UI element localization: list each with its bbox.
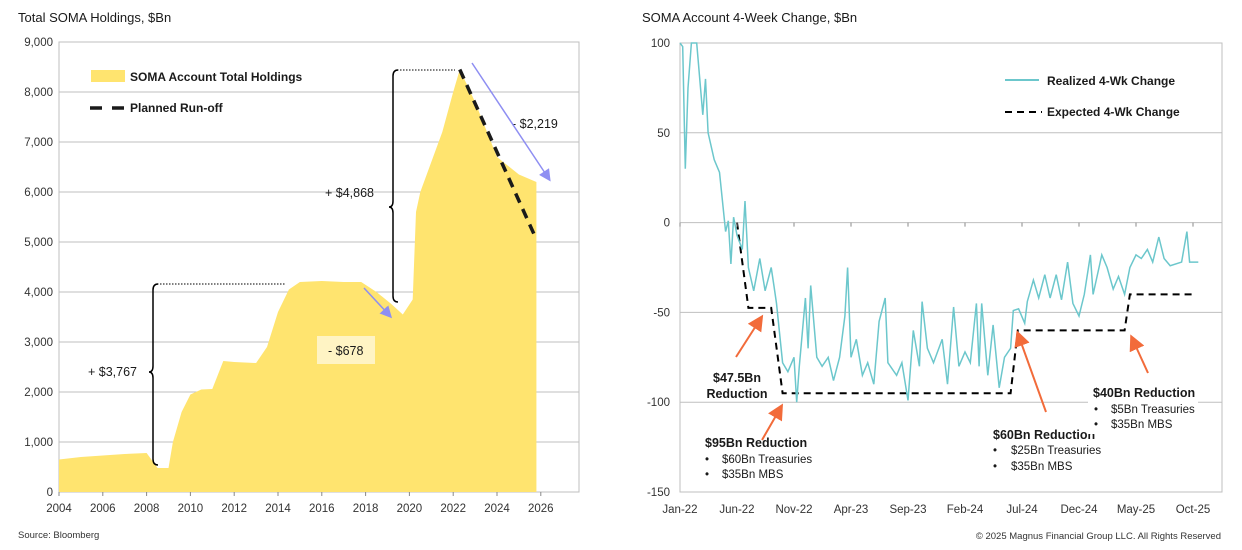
legend-label-runoff: Planned Run-off — [130, 101, 224, 115]
y-tick-label: -50 — [653, 307, 670, 319]
legend-label-expected: Expected 4-Wk Change — [1047, 105, 1180, 119]
y-tick-label: 50 — [657, 128, 670, 140]
annotation-bullet: $60Bn Treasuries — [722, 454, 812, 466]
y-tick-label: 7,000 — [24, 137, 53, 149]
y-tick-label: 1,000 — [24, 437, 53, 449]
y-tick-label: -100 — [647, 397, 670, 409]
annotation-title: $40Bn Reduction — [1093, 386, 1195, 400]
holdings-chart: Total SOMA Holdings, $Bn 0 1,000 2,000 3,00… — [18, 10, 580, 541]
copyright-note: © 2025 Magnus Financial Group LLC. All R… — [976, 531, 1221, 542]
x-tick-label: 2022 — [440, 503, 466, 515]
source-note: Source: Bloomberg — [18, 530, 99, 541]
annotation-678: - $678 — [317, 287, 393, 364]
bracket — [148, 283, 159, 466]
x-tick-label: Apr-23 — [834, 504, 869, 516]
bullet-icon: • — [1094, 419, 1098, 431]
annotation-bullet: $35Bn MBS — [1111, 419, 1173, 431]
x-tick-label: 2008 — [134, 503, 160, 515]
x-tick-label: 2012 — [221, 503, 247, 515]
annotation-3767: + $3,767 — [88, 283, 285, 466]
legend: Realized 4-Wk Change Expected 4-Wk Chang… — [1005, 74, 1180, 119]
y-tick-label: -150 — [647, 487, 670, 499]
bullet-icon: • — [1094, 404, 1098, 416]
x-tick-label: Jan-22 — [662, 504, 697, 516]
x-tick-label: Feb-24 — [947, 504, 984, 516]
arrow-icon — [1129, 334, 1149, 374]
planned-runoff-line — [458, 68, 539, 241]
annotation-bullet: $35Bn MBS — [1011, 461, 1073, 473]
y-tick-label: 4,000 — [24, 287, 53, 299]
x-tick-label: 2016 — [309, 503, 335, 515]
x-tick-label: 2026 — [528, 503, 554, 515]
arrow-icon — [363, 287, 393, 319]
annotation-title: Reduction — [706, 387, 767, 401]
y-tick-label: 6,000 — [24, 187, 53, 199]
annotation-60bn: $60Bn Reduction • $25Bn Treasuries • $35… — [993, 330, 1101, 473]
expected-change-line — [736, 222, 1193, 395]
legend-swatch-holdings — [91, 70, 125, 82]
bullet-icon: • — [993, 445, 997, 457]
arrow-icon — [471, 62, 551, 182]
bullet-icon: • — [705, 469, 709, 481]
annotation-95bn: $95Bn Reduction • $60Bn Treasuries • $35… — [705, 403, 812, 481]
y-tick-label: 8,000 — [24, 87, 53, 99]
arrow-icon — [735, 314, 764, 358]
x-tick-label: 2020 — [397, 503, 423, 515]
annotation-47-5bn: $47.5Bn Reduction — [706, 314, 768, 401]
legend: SOMA Account Total Holdings Planned Run-… — [90, 70, 303, 115]
arrow-icon — [1014, 330, 1047, 413]
y-tick-label: 0 — [47, 487, 53, 499]
holdings-area — [59, 69, 537, 492]
bullet-icon: • — [705, 454, 709, 466]
four-week-change-chart: SOMA Account 4-Week Change, $Bn -150 -100… — [642, 10, 1223, 542]
annotation-bullet: $5Bn Treasuries — [1111, 404, 1195, 416]
annotation-title: $95Bn Reduction — [705, 436, 807, 450]
annotation-bullet: $35Bn MBS — [722, 469, 784, 481]
y-tick-label: 9,000 — [24, 37, 53, 49]
y-tick-label: 0 — [664, 218, 670, 230]
annotation-label: - $2,219 — [512, 117, 558, 131]
y-tick-label: 5,000 — [24, 237, 53, 249]
annotation-4868: + $4,868 — [325, 69, 455, 303]
annotation-40bn: $40Bn Reduction • $5Bn Treasuries • $35B… — [1088, 334, 1198, 434]
annotation-title: $47.5Bn — [713, 371, 761, 385]
chart-title: Total SOMA Holdings, $Bn — [18, 10, 171, 25]
annotation-bullet: $25Bn Treasuries — [1011, 445, 1101, 457]
arrow-icon — [761, 403, 783, 441]
bracket — [388, 69, 399, 303]
x-tick-label: 2010 — [178, 503, 204, 515]
x-tick-label: 2006 — [90, 503, 116, 515]
chart-title: SOMA Account 4-Week Change, $Bn — [642, 10, 857, 25]
legend-label-holdings: SOMA Account Total Holdings — [130, 70, 303, 84]
x-tick-label: Jun-22 — [719, 504, 754, 516]
x-tick-label: Nov-22 — [775, 504, 812, 516]
annotation-label: + $3,767 — [88, 365, 137, 379]
annotation-label: - $678 — [328, 344, 363, 358]
y-tick-label: 3,000 — [24, 337, 53, 349]
x-tick-label: 2004 — [46, 503, 72, 515]
y-tick-label: 2,000 — [24, 387, 53, 399]
x-tick-label: 2024 — [484, 503, 510, 515]
x-tick-label: May-25 — [1117, 504, 1155, 516]
legend-label-realized: Realized 4-Wk Change — [1047, 74, 1175, 88]
x-tick-label: Dec-24 — [1060, 504, 1098, 516]
realized-change-line — [679, 42, 1199, 403]
y-tick-label: 100 — [651, 38, 670, 50]
annotation-2219: - $2,219 — [471, 62, 558, 182]
bullet-icon: • — [993, 461, 997, 473]
x-tick-label: Sep-23 — [889, 504, 926, 516]
x-tick-label: Oct-25 — [1176, 504, 1211, 516]
x-tick-label: 2014 — [265, 503, 291, 515]
annotation-label: + $4,868 — [325, 186, 374, 200]
annotation-title: $60Bn Reduction — [993, 428, 1095, 442]
x-tick-label: 2018 — [353, 503, 379, 515]
x-tick-label: Jul-24 — [1006, 504, 1038, 516]
